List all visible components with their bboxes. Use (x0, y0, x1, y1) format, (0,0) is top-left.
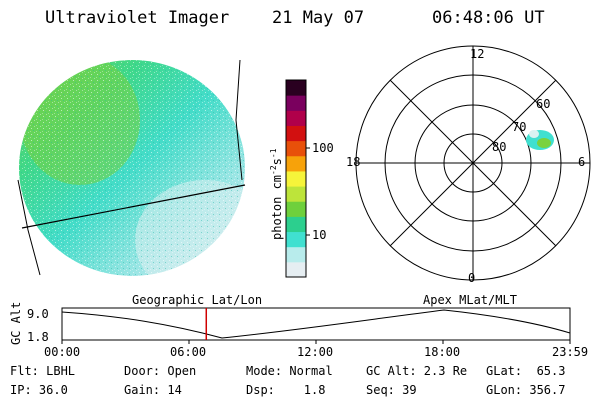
seq-value: Seq: 39 (366, 383, 417, 397)
timeline-y-tick-1-8: 1.8 (27, 330, 49, 344)
colorbar-segment (286, 110, 306, 126)
date-label: 21 May 07 (272, 8, 365, 28)
timeline-x-tick-2359: 23:59 (552, 345, 589, 359)
mlt-label-0: 0 (468, 271, 476, 285)
timeline-right-label: Apex MLat/MLT (423, 293, 517, 307)
mlat-label-80: 80 (492, 140, 507, 154)
colorbar-segment (286, 246, 306, 263)
polar-mlt-plot (355, 45, 591, 281)
filter-value: Flt: LBHL (10, 364, 76, 378)
colorbar-segment (286, 170, 306, 187)
colorbar-segment (286, 140, 306, 157)
timeline-plot (61, 307, 571, 344)
colorbar-segment (286, 80, 306, 96)
colorbar (285, 79, 310, 278)
colorbar-tick-10: 10 (312, 228, 327, 242)
colorbar-segment (286, 155, 306, 172)
mlat-label-70: 70 (512, 120, 527, 134)
colorbar-tick-100: 100 (312, 141, 334, 155)
timeline-y-axis-label: GC Alt (9, 301, 23, 345)
mlt-label-6: 6 (578, 155, 586, 169)
timeline-x-tick-1800: 18:00 (424, 345, 461, 359)
timeline-x-tick-0600: 06:00 (170, 345, 207, 359)
instrument-title: Ultraviolet Imager (45, 8, 230, 28)
dsp-value: Dsp: 1.8 (246, 383, 326, 397)
mlat-label-60: 60 (536, 97, 551, 111)
colorbar-segment (286, 95, 306, 111)
mlt-label-18: 18 (346, 155, 361, 169)
timeline-y-tick-9: 9.0 (27, 307, 49, 321)
uv-earth-image (17, 59, 246, 276)
mode-value: Mode: Normal (246, 364, 333, 378)
colorbar-segment (286, 261, 306, 278)
gain-value: Gain: 14 (124, 383, 182, 397)
mlt-label-12: 12 (470, 47, 485, 61)
ip-value: IP: 36.0 (10, 383, 68, 397)
colorbar-segment (286, 231, 306, 248)
auroral-oval-spot (526, 130, 554, 150)
colorbar-segment (286, 201, 306, 217)
door-status: Door: Open (124, 364, 197, 378)
colorbar-segment (286, 186, 306, 202)
glon-value: GLon: 356.7 (486, 383, 566, 397)
time-label: 06:48:06 UT (432, 8, 545, 28)
gc-alt-value: GC Alt: 2.3 Re (366, 364, 468, 378)
timeline-x-tick-0000: 00:00 (44, 345, 81, 359)
colorbar-unit-label: photon cm-2s-1 (269, 148, 284, 240)
colorbar-segment (286, 125, 306, 142)
colorbar-segment (286, 216, 306, 233)
timeline-x-tick-1200: 12:00 (297, 345, 334, 359)
timeline-left-label: Geographic Lat/Lon (132, 293, 263, 307)
glat-value: GLat: 65.3 (486, 364, 566, 378)
